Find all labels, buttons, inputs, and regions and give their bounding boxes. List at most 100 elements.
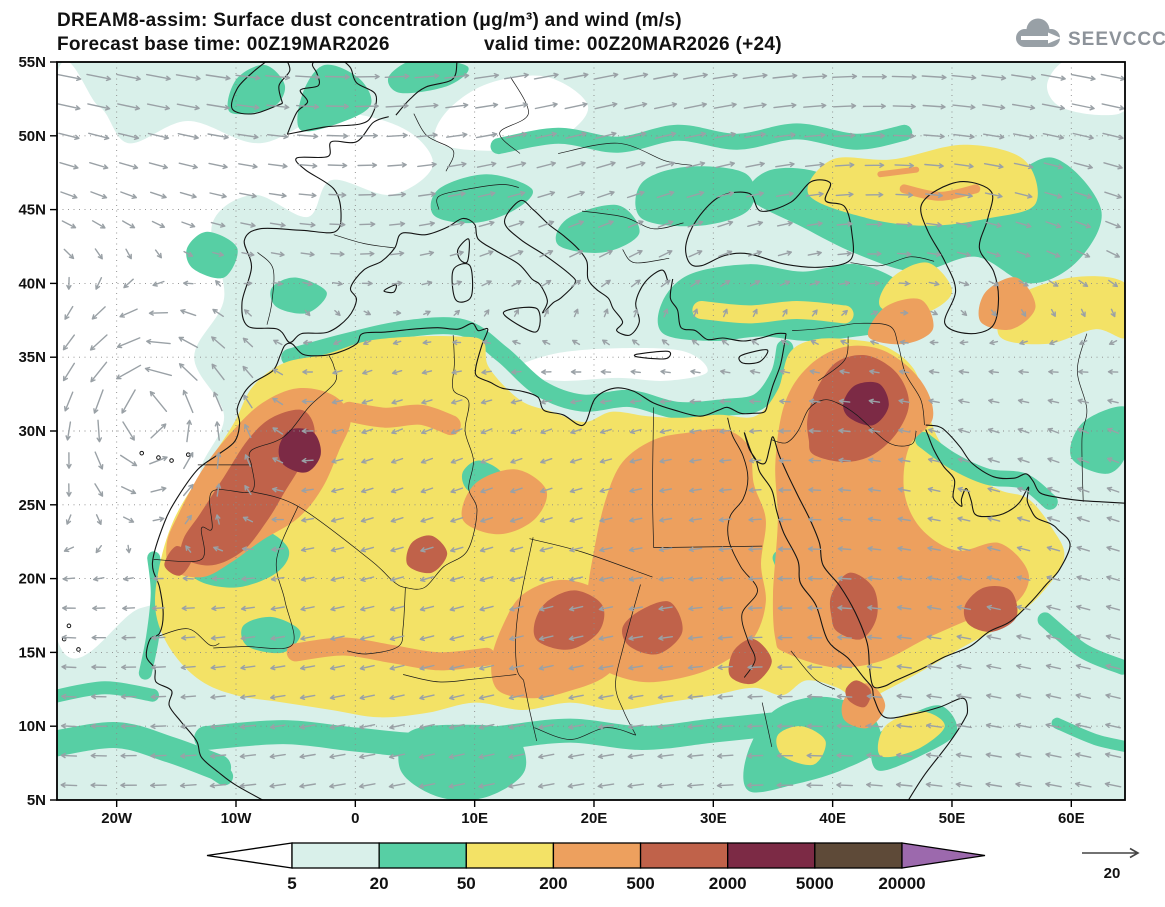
coastline [383,284,398,294]
island-marker [139,450,145,456]
logo-text: SEEVCCC [1068,29,1165,50]
colorbar-level-label: 5000 [796,874,834,893]
contour-band [278,428,321,473]
colorbar-segment [552,842,642,869]
coastline [451,263,474,303]
country-border [761,702,773,747]
contour-band [843,381,889,426]
lon-tick-label: 50E [939,810,966,827]
colorbar-level-label: 2000 [709,874,747,893]
country-border [652,407,654,548]
island-marker [76,647,81,652]
contour-band [138,551,164,680]
country-border [436,184,519,210]
island-marker [66,623,72,629]
contour-band [1070,406,1125,474]
lat-tick-label: 45N [18,202,46,219]
contour-band [728,638,772,685]
contour-band [241,616,301,654]
valid-time: valid time: 00Z20MAR2026 (+24) [484,34,782,55]
island-marker [156,455,161,460]
country-border [818,336,849,382]
country-border [1076,333,1088,502]
country-border [346,587,406,655]
lat-tick-label: 40N [18,275,46,292]
contour-band [406,535,448,574]
country-border [622,249,670,264]
country-border [248,355,337,465]
country-border [333,234,395,249]
lon-tick-label: 20W [101,810,133,827]
colorbar-segment [639,842,729,869]
dust-concentration-field [57,62,1125,800]
contour-band [227,64,286,115]
contour-band [510,348,708,381]
coastline [230,62,283,115]
country-border [257,252,275,325]
wind-reference-arrow-icon [1082,847,1140,859]
contour-band [164,545,192,576]
figure-title: DREAM8-assim: Surface dust concentration… [57,10,682,31]
lon-tick-label: 20E [581,810,608,827]
contour-band [339,401,461,436]
contour-band [533,590,605,650]
country-border [499,76,529,154]
lon-tick-label: 40E [819,810,846,827]
seevccc-logo: SEEVCCC [1016,18,1165,50]
country-border [158,628,220,647]
colorbar-underflow-arrow [206,842,293,869]
contour-band [635,166,755,227]
country-borders [153,76,1088,747]
coastline [145,322,787,800]
contour-band [297,64,372,132]
colorbar-level-label: 5 [287,874,296,893]
contour-band [555,204,640,253]
contour-band [398,724,527,800]
colorbar-segment [378,842,467,869]
lat-tick-label: 20N [18,571,46,588]
contour-band [430,174,533,224]
colorbar-level-label: 20 [370,874,389,893]
axis-labels: 55N 50N 45N 40N 35N 30N 25N 20N 15N 10N 5N 20W 10W 0 1… [18,54,1084,827]
country-border [403,674,517,683]
lon-tick-label: 30E [700,810,727,827]
lon-tick-label: 10E [461,810,488,827]
coastline [925,424,1125,504]
contour-band [57,62,433,659]
contour-band [845,680,872,708]
country-border [529,538,653,578]
lon-tick-label: 0 [351,810,359,827]
contour-band [286,637,496,671]
contour-band [270,277,327,314]
coastline [669,278,787,342]
coastline [241,116,669,343]
country-border [534,727,636,740]
colorbar-segment [727,842,816,869]
country-border [558,142,692,166]
contour-band [978,277,1036,330]
lat-tick-label: 5N [27,792,46,809]
lat-tick-label: 35N [18,349,46,366]
colorbar-level-label: 50 [457,874,476,893]
wind-arrows [57,72,1125,789]
country-border [413,113,455,172]
forecast-base-time: Forecast base time: 00Z19MAR2026 [57,34,390,55]
contour-band [867,298,934,345]
colorbar-level-label: 200 [539,874,567,893]
colorbar: 5 20 50 200 500 2000 5000 20000 [206,842,986,893]
contour-band [186,231,238,279]
colorbar-segment [291,842,380,869]
wind-reference: 20 [1082,847,1140,882]
coastline [738,349,769,365]
island-marker [169,458,174,463]
contour-band [622,601,683,655]
coastline [456,238,470,264]
coastline [286,62,320,135]
coastline [633,350,672,360]
country-border [523,680,538,742]
country-border [653,545,763,548]
country-border [515,537,534,681]
contour-band [877,711,945,758]
colorbar-level-label: 20000 [878,874,925,893]
